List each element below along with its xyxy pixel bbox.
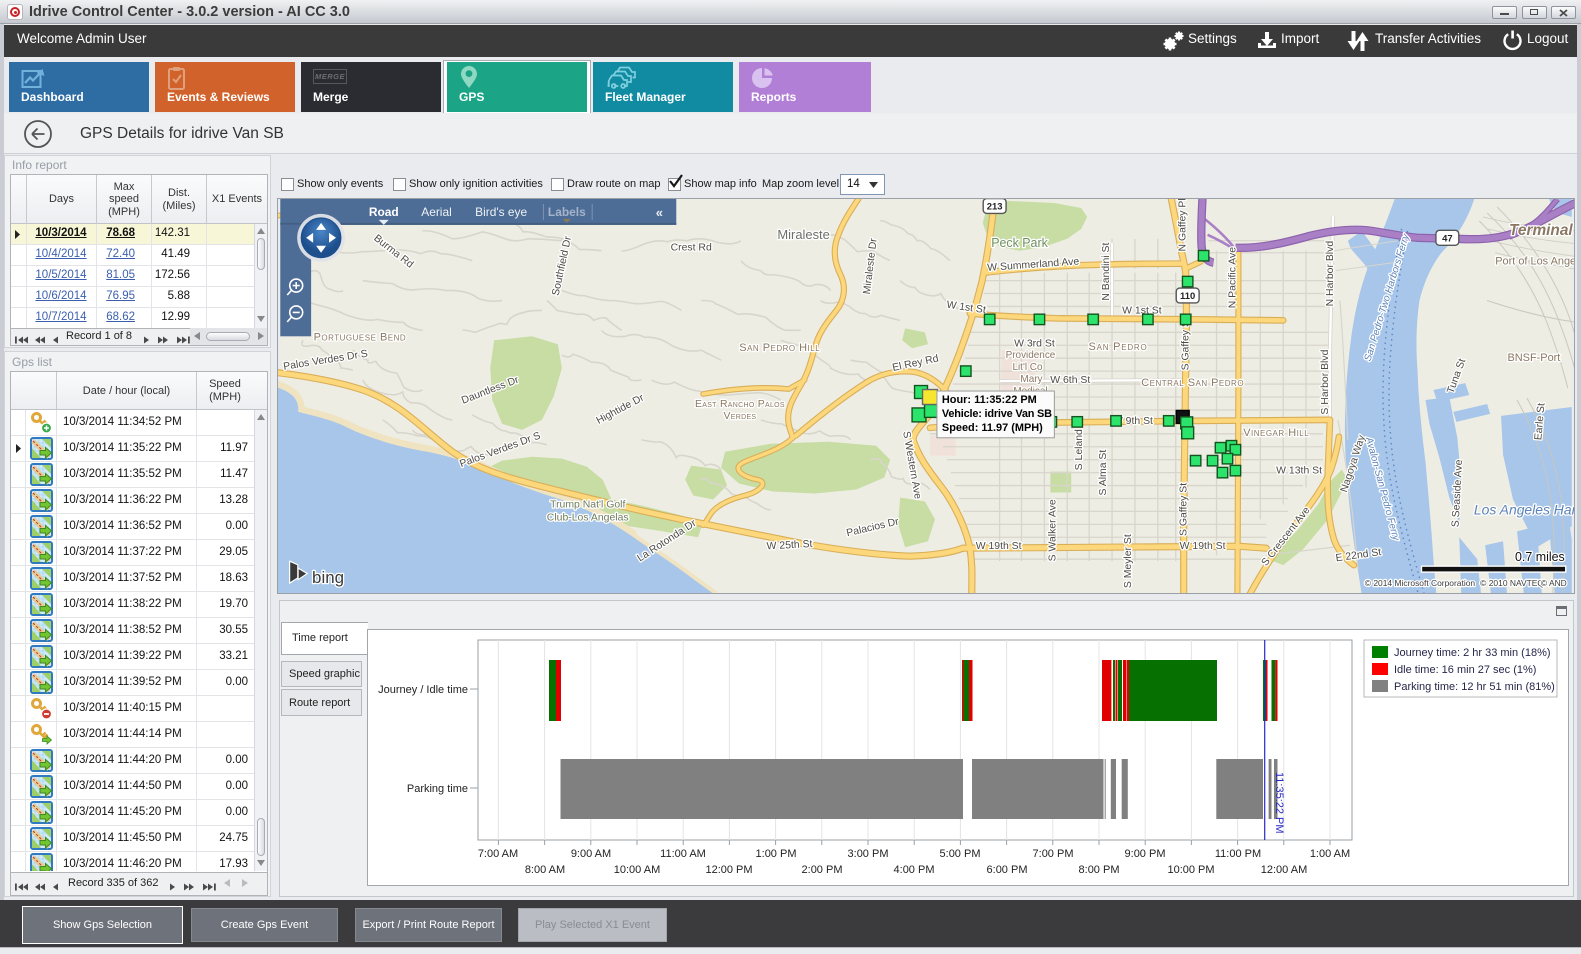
svg-text:9:00 PM: 9:00 PM	[1125, 848, 1166, 860]
svg-text:W 19th St: W 19th St	[976, 541, 1022, 552]
svg-text:12:00 PM: 12:00 PM	[705, 864, 752, 876]
svg-text:4:00 PM: 4:00 PM	[894, 864, 935, 876]
svg-text:213: 213	[987, 201, 1003, 212]
svg-text:BNSF-Port: BNSF-Port	[1507, 352, 1560, 364]
svg-text:5:00 PM: 5:00 PM	[940, 848, 981, 860]
svg-text:W 1st St: W 1st St	[1122, 305, 1162, 316]
svg-text:Central San Pedro: Central San Pedro	[1141, 377, 1244, 389]
svg-text:Miraleste: Miraleste	[777, 227, 829, 242]
svg-text:S Seaside Ave: S Seaside Ave	[1451, 459, 1466, 527]
svg-text:Vinegar Hill: Vinegar Hill	[1243, 427, 1309, 439]
svg-text:11:35:22 PM: 11:35:22 PM	[1273, 772, 1285, 834]
svg-text:San Pedro: San Pedro	[1089, 341, 1148, 353]
svg-text:Idle time: 16 min 27 sec (1%): Idle time: 16 min 27 sec (1%)	[1394, 664, 1536, 676]
svg-text:Parking time: 12 hr 51 min (81: Parking time: 12 hr 51 min (81%)	[1394, 681, 1555, 693]
svg-text:Peck Park: Peck Park	[991, 236, 1048, 250]
svg-text:Road: Road	[369, 205, 399, 219]
svg-text:2:00 PM: 2:00 PM	[802, 864, 843, 876]
svg-text:N Gaffey Pl: N Gaffey Pl	[1178, 198, 1189, 251]
svg-text:11:00 PM: 11:00 PM	[1215, 848, 1261, 860]
svg-text:Port of Los Angel: Port of Los Angel	[1495, 256, 1575, 268]
svg-text:10:00 PM: 10:00 PM	[1167, 864, 1214, 876]
svg-text:Speed: 11.97 (MPH): Speed: 11.97 (MPH)	[942, 422, 1043, 434]
svg-text:Hour: 11:35:22 PM: Hour: 11:35:22 PM	[942, 394, 1037, 406]
svg-text:East Rancho Palos: East Rancho Palos	[695, 399, 785, 410]
svg-text:W 3rd St: W 3rd St	[1014, 338, 1055, 349]
svg-text:N Harbor Blvd: N Harbor Blvd	[1325, 241, 1336, 307]
svg-text:0.7 miles: 0.7 miles	[1515, 550, 1565, 564]
svg-text:S Harbor Blvd: S Harbor Blvd	[1320, 349, 1331, 414]
svg-text:Mary: Mary	[1020, 374, 1042, 385]
svg-text:Earle St: Earle St	[1533, 403, 1547, 441]
svg-text:S Meyler St: S Meyler St	[1123, 534, 1134, 588]
svg-text:Los Angeles Harb: Los Angeles Harb	[1474, 501, 1575, 517]
svg-text:Trump Nat'l Golf: Trump Nat'l Golf	[550, 499, 625, 510]
svg-text:9:00 AM: 9:00 AM	[571, 848, 611, 860]
svg-text:W 6th St: W 6th St	[1050, 375, 1090, 386]
svg-text:1:00 PM: 1:00 PM	[756, 848, 797, 860]
svg-text:Aerial: Aerial	[421, 205, 451, 219]
svg-text:11:00 AM: 11:00 AM	[660, 848, 706, 860]
svg-text:Providence: Providence	[1006, 350, 1056, 361]
svg-text:12:00 AM: 12:00 AM	[1261, 864, 1307, 876]
svg-text:Lit'l Co: Lit'l Co	[1012, 362, 1043, 373]
svg-text:Crest Rd: Crest Rd	[671, 243, 712, 254]
svg-text:110: 110	[1180, 291, 1195, 302]
svg-text:Bird's eye: Bird's eye	[475, 205, 527, 219]
svg-text:W 19th St: W 19th St	[1180, 541, 1226, 552]
svg-text:8:00 PM: 8:00 PM	[1079, 864, 1120, 876]
svg-text:Portuguese Bend: Portuguese Bend	[314, 331, 407, 343]
svg-text:Labels: Labels	[548, 205, 586, 219]
svg-text:3:00 PM: 3:00 PM	[848, 848, 889, 860]
svg-text:W 25th St: W 25th St	[766, 539, 812, 552]
svg-text:San Pedro Hill: San Pedro Hill	[739, 342, 820, 354]
svg-text:W 9th St: W 9th St	[1113, 416, 1153, 427]
svg-text:6:00 PM: 6:00 PM	[987, 864, 1028, 876]
svg-text:7:00 AM: 7:00 AM	[478, 848, 518, 860]
svg-text:Verdes: Verdes	[724, 411, 757, 422]
svg-text:Journey time: 2 hr 33 min (18%: Journey time: 2 hr 33 min (18%)	[1394, 647, 1551, 659]
svg-text:S Leland: S Leland	[1074, 429, 1085, 470]
svg-text:«: «	[656, 205, 663, 220]
svg-text:Vehicle: idrive Van SB: Vehicle: idrive Van SB	[942, 408, 1052, 420]
svg-text:Journey / Idle time: Journey / Idle time	[378, 684, 468, 696]
svg-text:bing: bing	[312, 568, 344, 587]
svg-text:Parking time: Parking time	[407, 783, 468, 795]
svg-text:S Alma St: S Alma St	[1098, 450, 1109, 496]
svg-text:Terminal Is: Terminal Is	[1509, 222, 1575, 239]
svg-text:S Gaffey St: S Gaffey St	[1179, 483, 1190, 536]
svg-text:© AND: © AND	[1541, 578, 1567, 588]
svg-text:W 13th St: W 13th St	[1276, 466, 1322, 477]
svg-text:10:00 AM: 10:00 AM	[614, 864, 660, 876]
svg-text:1:00 AM: 1:00 AM	[1310, 848, 1350, 860]
svg-text:© 2010 NAVTEQ: © 2010 NAVTEQ	[1480, 578, 1544, 588]
svg-text:7:00 PM: 7:00 PM	[1033, 848, 1074, 860]
svg-text:N Bandini St: N Bandini St	[1101, 243, 1112, 301]
svg-text:8:00 AM: 8:00 AM	[525, 864, 565, 876]
svg-text:© 2014 Microsoft Corporation: © 2014 Microsoft Corporation	[1365, 578, 1476, 588]
svg-text:S Walker Ave: S Walker Ave	[1047, 499, 1058, 561]
svg-text:N Pacific Ave: N Pacific Ave	[1227, 247, 1238, 308]
svg-text:Club-Los Angelas: Club-Los Angelas	[547, 512, 629, 523]
svg-text:47: 47	[1442, 233, 1453, 244]
svg-text:S Gaffey S: S Gaffey S	[1181, 320, 1192, 370]
